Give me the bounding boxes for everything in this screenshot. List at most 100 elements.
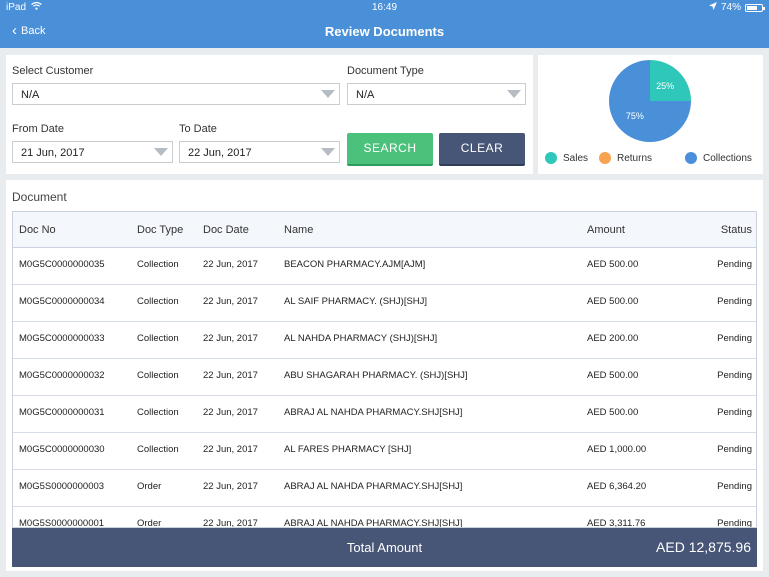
doctype-value: N/A: [356, 89, 375, 101]
navigation-bar: ‹ Back Review Documents: [0, 16, 769, 48]
cell-amount: AED 1,000.00: [587, 444, 647, 455]
cell-amount: AED 500.00: [587, 407, 639, 418]
cell-amount: AED 3,311.76: [587, 518, 646, 528]
cell-doc-type: Collection: [137, 407, 179, 418]
cell-status: Pending: [717, 407, 752, 418]
cell-doc-no: M0G5C0000000034: [19, 296, 105, 307]
table-row[interactable]: M0G5C0000000035 Collection 22 Jun, 2017 BEA…: [13, 248, 756, 285]
cell-doc-no: M0G5C0000000032: [19, 370, 105, 381]
filter-panel: Select Customer N/A Document Type N/A Fr…: [6, 55, 533, 174]
cell-name: AL FARES PHARMACY [SHJ]: [284, 444, 412, 455]
cell-name: AL SAIF PHARMACY. (SHJ)[SHJ]: [284, 296, 428, 307]
back-label: Back: [21, 24, 46, 37]
cell-doc-date: 22 Jun, 2017: [203, 481, 258, 492]
total-bar: Total Amount AED 12,875.96: [12, 528, 757, 567]
cell-amount: AED 200.00: [587, 333, 639, 344]
cell-status: Pending: [717, 333, 752, 344]
cell-amount: AED 6,364.20: [587, 481, 647, 492]
pie-slice-sales: [650, 60, 691, 101]
cell-name: BEACON PHARMACY.AJM[AJM]: [284, 259, 426, 270]
header-doc-no: Doc No: [19, 224, 56, 236]
customer-select[interactable]: N/A: [12, 83, 340, 105]
cell-name: ABRAJ AL NAHDA PHARMACY.SHJ[SHJ]: [284, 481, 463, 492]
pie-label-sales: 25%: [656, 81, 674, 91]
dropdown-caret-icon: [321, 148, 335, 156]
cell-status: Pending: [717, 518, 752, 528]
dropdown-caret-icon: [507, 90, 521, 98]
header-doc-type: Doc Type: [137, 224, 184, 236]
table-row[interactable]: M0G5C0000000034 Collection 22 Jun, 2017 AL …: [13, 285, 756, 322]
cell-doc-type: Collection: [137, 296, 179, 307]
status-bar: iPad 16:49 74%: [0, 0, 769, 16]
cell-status: Pending: [717, 444, 752, 455]
doctype-select[interactable]: N/A: [347, 83, 526, 105]
table-row[interactable]: M0G5S0000000003 Order 22 Jun, 2017 ABRAJ AL…: [13, 470, 756, 507]
document-table[interactable]: Doc No Doc Type Doc Date Name Amount Sta…: [12, 211, 757, 528]
doctype-label: Document Type: [347, 65, 424, 77]
legend-item-returns: Returns: [599, 152, 652, 164]
battery-fill: [747, 5, 757, 10]
customer-value: N/A: [21, 89, 40, 101]
battery-icon: [745, 3, 765, 12]
cell-name: ABRAJ AL NAHDA PHARMACY.SHJ[SHJ]: [284, 407, 463, 418]
cell-name: ABRAJ AL NAHDA PHARMACY.SHJ[SHJ]: [284, 518, 463, 528]
cell-doc-no: M0G5S0000000003: [19, 481, 105, 492]
dropdown-caret-icon: [154, 148, 168, 156]
cell-doc-date: 22 Jun, 2017: [203, 259, 258, 270]
pie-slice-collections: [609, 60, 691, 142]
cell-doc-no: M0G5S0000000001: [19, 518, 105, 528]
header-status: Status: [720, 224, 752, 236]
legend-label-sales: Sales: [563, 152, 589, 164]
table-row[interactable]: M0G5C0000000032 Collection 22 Jun, 2017 ABU…: [13, 359, 756, 396]
table-row[interactable]: M0G5C0000000033 Collection 22 Jun, 2017 AL …: [13, 322, 756, 359]
location-arrow-icon: [708, 2, 717, 13]
dropdown-caret-icon: [321, 90, 335, 98]
header-name: Name: [284, 224, 314, 236]
cell-doc-type: Collection: [137, 333, 179, 344]
back-button[interactable]: ‹ Back: [12, 23, 45, 38]
table-row[interactable]: M0G5C0000000030 Collection 22 Jun, 2017 AL …: [13, 433, 756, 470]
device-label: iPad: [6, 2, 27, 13]
cell-name: AL NAHDA PHARMACY (SHJ)[SHJ]: [284, 333, 438, 344]
customer-label: Select Customer: [12, 65, 94, 77]
legend-item-sales: Sales: [545, 152, 588, 164]
cell-doc-no: M0G5C0000000031: [19, 407, 105, 418]
chevron-left-icon: ‹: [12, 22, 17, 39]
cell-doc-date: 22 Jun, 2017: [203, 518, 258, 528]
cell-doc-date: 22 Jun, 2017: [203, 370, 258, 381]
wifi-icon: [31, 1, 42, 13]
cell-doc-type: Order: [137, 518, 162, 528]
cell-doc-no: M0G5C0000000033: [19, 333, 105, 344]
from-date-select[interactable]: 21 Jun, 2017: [12, 141, 173, 163]
legend-label-collections: Collections: [703, 152, 752, 164]
clear-button[interactable]: CLEAR: [439, 133, 525, 166]
to-date-value: 22 Jun, 2017: [188, 147, 252, 159]
from-date-label: From Date: [12, 123, 64, 135]
cell-status: Pending: [717, 481, 752, 492]
battery-percent: 74%: [720, 2, 741, 13]
document-section-title: Document: [12, 190, 67, 204]
document-panel: Document Doc No Doc Type Doc Date Name A…: [6, 180, 763, 571]
cell-status: Pending: [717, 370, 752, 381]
to-date-label: To Date: [179, 123, 217, 135]
clock: 16:49: [371, 2, 398, 13]
table-row[interactable]: M0G5S0000000001 Order 22 Jun, 2017 ABRAJ AL…: [13, 507, 756, 528]
cell-status: Pending: [717, 296, 752, 307]
search-button[interactable]: SEARCH: [347, 133, 433, 166]
legend-item-collections: Collections: [685, 152, 752, 164]
cell-doc-type: Collection: [137, 370, 179, 381]
table-header: Doc No Doc Type Doc Date Name Amount Sta…: [13, 212, 756, 248]
cell-doc-type: Order: [137, 481, 162, 492]
to-date-select[interactable]: 22 Jun, 2017: [179, 141, 340, 163]
cell-doc-no: M0G5C0000000030: [19, 444, 105, 455]
legend-label-returns: Returns: [617, 152, 653, 164]
cell-doc-no: M0G5C0000000035: [19, 259, 105, 270]
legend-dot-collections: [685, 152, 697, 164]
cell-amount: AED 500.00: [587, 370, 639, 381]
table-row[interactable]: M0G5C0000000031 Collection 22 Jun, 2017 ABR…: [13, 396, 756, 433]
cell-name: ABU SHAGARAH PHARMACY. (SHJ)[SHJ]: [284, 370, 468, 381]
cell-status: Pending: [717, 259, 752, 270]
from-date-value: 21 Jun, 2017: [21, 147, 85, 159]
page-title: Review Documents: [324, 24, 445, 39]
pie-chart: 25% 75%: [609, 60, 691, 142]
